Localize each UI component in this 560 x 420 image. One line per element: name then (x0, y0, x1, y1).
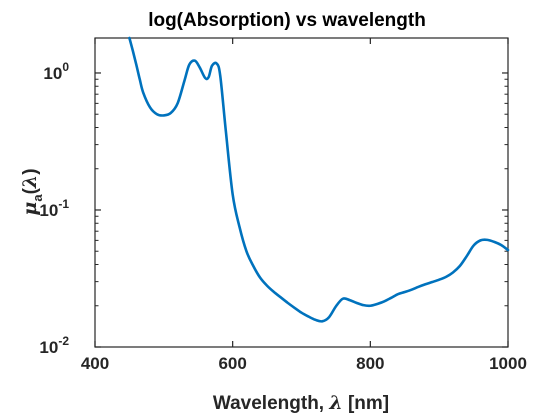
x-tick-label: 400 (81, 354, 109, 373)
y-axis-close-paren: ) (20, 168, 41, 174)
x-axis-unit: [nm] (343, 393, 389, 414)
y-axis-open-paren: ( (20, 187, 41, 194)
chart-title: log(Absorption) vs wavelength (148, 10, 426, 31)
y-axis-label: μa(λ) (19, 168, 45, 215)
series-line (128, 36, 510, 323)
ticks (94, 38, 509, 348)
axes (94, 37, 509, 348)
x-axis-label: Wavelength, λ [nm] (213, 392, 389, 414)
plot-area (94, 37, 509, 348)
y-tick-exponent: -2 (58, 334, 69, 348)
mu-symbol: μ (19, 202, 41, 216)
x-tick-label: 1000 (489, 354, 527, 373)
y-tick-label: 100 (43, 60, 69, 83)
y-tick-label: 10-2 (39, 334, 69, 357)
y-tick-exponent: 0 (62, 60, 69, 74)
x-tick-label: 800 (356, 354, 384, 373)
y-axis-lambda: λ (19, 175, 41, 189)
y-tick-base: 10 (39, 338, 58, 357)
y-tick-exponent: -1 (58, 197, 69, 211)
y-tick-label: 10-1 (39, 197, 69, 220)
lambda-symbol: λ (328, 392, 342, 414)
x-axis-label-text: Wavelength, (213, 393, 329, 414)
y-tick-base: 10 (39, 201, 58, 220)
y-axis-subscript: a (30, 194, 45, 202)
y-tick-base: 10 (43, 64, 62, 83)
x-tick-label: 600 (218, 354, 246, 373)
